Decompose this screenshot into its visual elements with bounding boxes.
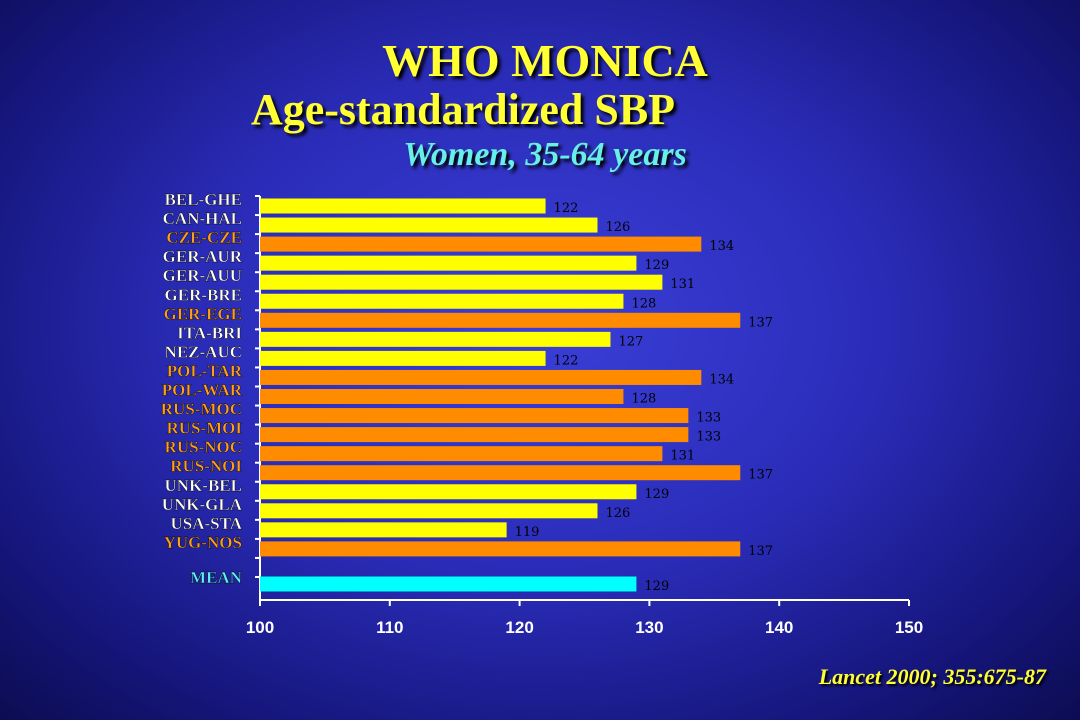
bar	[260, 217, 598, 233]
mean-label: MEAN	[190, 568, 243, 587]
data-label: 129	[644, 487, 669, 502]
data-label: 122	[554, 201, 579, 216]
x-tick-label: 120	[505, 618, 533, 637]
chart-title-line2: Age-standardized SBP	[250, 85, 676, 134]
chart-subtitle: Women, 35-64 years	[403, 136, 687, 173]
data-label: 128	[631, 392, 656, 407]
bar	[260, 408, 689, 424]
category-label: GER-AUU	[163, 266, 242, 285]
x-tick-label: 110	[376, 618, 403, 637]
category-label: RUS-NOC	[165, 438, 242, 457]
data-label: 131	[670, 277, 695, 292]
bar	[260, 522, 507, 538]
data-label: 128	[631, 296, 656, 311]
bar	[260, 255, 637, 271]
data-label: 134	[709, 372, 734, 387]
bar	[260, 484, 637, 500]
data-label: 137	[748, 315, 773, 330]
bar	[260, 350, 546, 366]
bar	[260, 427, 689, 443]
bar	[260, 541, 741, 557]
chart-title: WHO MONICA	[382, 35, 708, 86]
data-label: 127	[618, 334, 643, 349]
category-label: RUS-NOI	[170, 457, 242, 476]
category-label: CAN-HAL	[163, 209, 242, 228]
x-tick-label: 130	[635, 618, 663, 637]
x-tick-label: 150	[895, 618, 923, 637]
category-label: GER-BRE	[165, 285, 242, 304]
data-label: 133	[696, 430, 721, 445]
data-label: 126	[605, 220, 630, 235]
category-label: ITA-BRI	[177, 323, 242, 342]
category-label: CZE-CZE	[166, 228, 242, 247]
bar	[260, 236, 702, 252]
bar	[260, 331, 611, 347]
category-label: GER-EGE	[164, 304, 242, 323]
data-label: 126	[605, 506, 630, 521]
data-label: 137	[748, 544, 773, 559]
data-label: 129	[644, 258, 669, 273]
data-label: 133	[696, 411, 721, 426]
category-label: YUG-NOS	[164, 533, 242, 552]
bar	[260, 389, 624, 404]
category-label: BEL-GHE	[165, 190, 242, 209]
category-label: UNK-BEL	[165, 476, 242, 495]
category-label: USA-STA	[171, 514, 243, 533]
citation: Lancet 2000; 355:675-87	[818, 664, 1046, 689]
bar	[260, 446, 663, 462]
category-label: UNK-GLA	[162, 495, 243, 514]
bar	[260, 293, 624, 309]
bar	[260, 198, 546, 214]
x-tick-label: 140	[765, 618, 793, 637]
bar	[260, 274, 663, 290]
category-label: POL-TAR	[167, 361, 243, 380]
data-label: 119	[515, 525, 540, 540]
data-label: 134	[709, 239, 734, 254]
category-label: GER-AUR	[163, 247, 243, 266]
data-label: 137	[748, 468, 773, 483]
category-label: RUS-MOI	[166, 419, 242, 438]
bar	[260, 465, 741, 481]
bar	[260, 503, 598, 519]
data-label: 131	[670, 449, 695, 464]
x-tick-label: 100	[246, 618, 274, 637]
mean-bar	[260, 576, 637, 592]
bar	[260, 312, 741, 328]
bar	[260, 369, 702, 385]
category-label: NEZ-AUC	[165, 342, 242, 361]
data-label: 122	[554, 353, 579, 368]
category-label: POL-WAR	[162, 381, 243, 400]
category-label: RUS-MOC	[161, 400, 242, 419]
mean-data-label: 129	[644, 579, 669, 594]
